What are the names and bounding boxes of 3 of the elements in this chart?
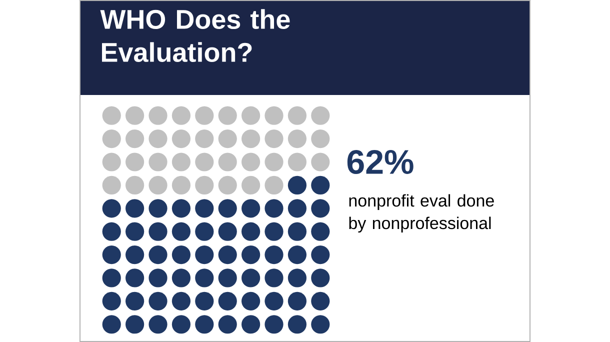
text: nonprofit eval done by nonprofessional bbox=[349, 194, 494, 233]
data-label: 62% bbox=[347, 150, 414, 174]
text: WHO Does the Evaluation? bbox=[100, 9, 290, 62]
